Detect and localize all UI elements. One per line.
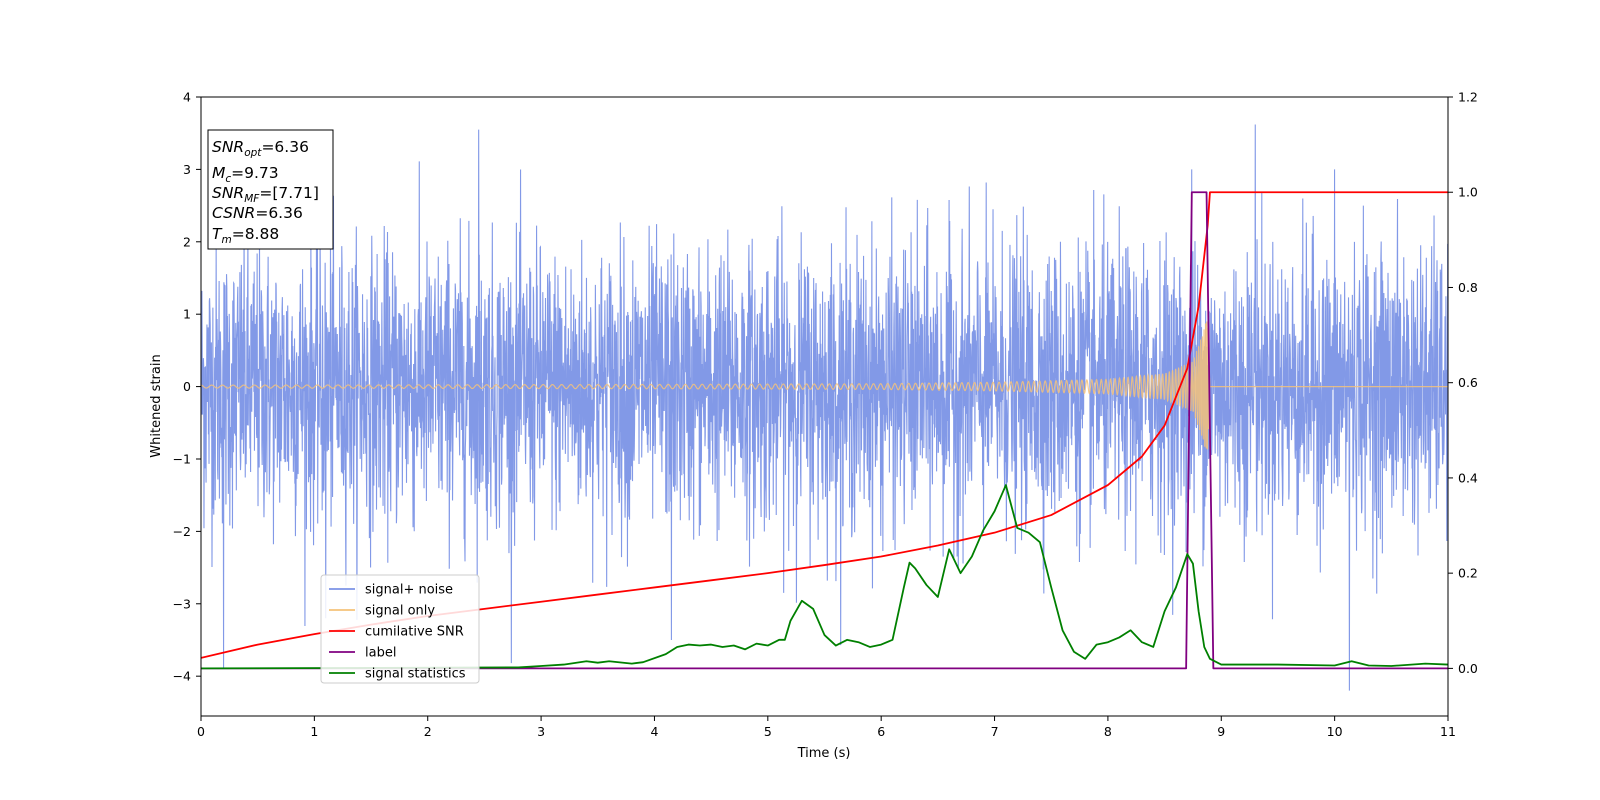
x-tick-label: 10 [1327, 724, 1343, 739]
info-csnr: CSNR=6.36 [212, 204, 303, 222]
series-label-line [201, 191, 1448, 670]
y-right-tick-label: 1.0 [1458, 185, 1478, 200]
info-tm: Tm=8.88 [212, 225, 279, 246]
y-left-tick-label: −4 [173, 669, 191, 684]
series-signal-noise-line [201, 124, 1448, 691]
x-tick-label: 3 [537, 724, 545, 739]
y-right-tick-label: 0.8 [1458, 280, 1478, 295]
info-box: SNRopt=6.36 Mc=9.73 SNRMF=[7.71] CSNR=6.… [207, 129, 334, 250]
y-right-tick-label: 0.2 [1458, 566, 1478, 581]
info-box-frame [207, 129, 334, 250]
x-tick-label: 4 [650, 724, 658, 739]
y-axis-left-label: Whitened strain [149, 354, 164, 457]
info-snr-opt: SNRopt=6.36 [212, 138, 309, 159]
legend-label: signal only [365, 604, 435, 619]
legend-label: signal+ noise [365, 583, 453, 598]
y-axis-left: −4 −3 −2 −1 0 1 2 3 4 [173, 90, 201, 684]
y-left-tick-label: 4 [183, 90, 191, 105]
x-tick-label: 1 [310, 724, 318, 739]
series-signal-statistics-line [201, 484, 1448, 670]
x-tick-label: 0 [197, 724, 205, 739]
x-tick-label: 2 [424, 724, 432, 739]
x-tick-label: 11 [1440, 724, 1456, 739]
y-left-tick-label: 3 [183, 162, 191, 177]
series-signal-only-line [201, 321, 1448, 450]
y-left-tick-label: 2 [183, 234, 191, 249]
x-tick-label: 9 [1217, 724, 1225, 739]
y-left-tick-label: 1 [183, 307, 191, 322]
info-mc: Mc=9.73 [212, 164, 279, 185]
y-left-tick-label: 0 [183, 379, 191, 394]
x-tick-label: 8 [1104, 724, 1112, 739]
x-tick-label: 5 [764, 724, 772, 739]
x-axis: 0 1 2 3 4 5 6 7 8 9 10 11 [197, 716, 1456, 739]
legend-label: label [365, 646, 396, 661]
x-axis-label: Time (s) [797, 746, 851, 761]
plot-frame [200, 96, 1449, 717]
legend-label: signal statistics [365, 667, 466, 682]
y-right-tick-label: 0.0 [1458, 661, 1478, 676]
legend: signal+ noise signal only cumilative SNR la… [320, 574, 480, 684]
x-tick-label: 7 [991, 724, 999, 739]
y-right-tick-label: 1.2 [1458, 90, 1478, 105]
y-right-tick-label: 0.6 [1458, 375, 1478, 390]
y-right-tick-label: 0.4 [1458, 470, 1478, 485]
x-tick-label: 6 [877, 724, 885, 739]
y-left-tick-label: −3 [173, 596, 191, 611]
y-axis-right: 0.0 0.2 0.4 0.6 0.8 1.0 1.2 [1448, 90, 1478, 676]
y-left-tick-label: −1 [173, 451, 191, 466]
legend-frame [320, 574, 480, 684]
info-snr-mf: SNRMF=[7.71] [212, 184, 319, 205]
y-left-tick-label: −2 [173, 524, 191, 539]
legend-label: cumilative SNR [365, 625, 464, 640]
